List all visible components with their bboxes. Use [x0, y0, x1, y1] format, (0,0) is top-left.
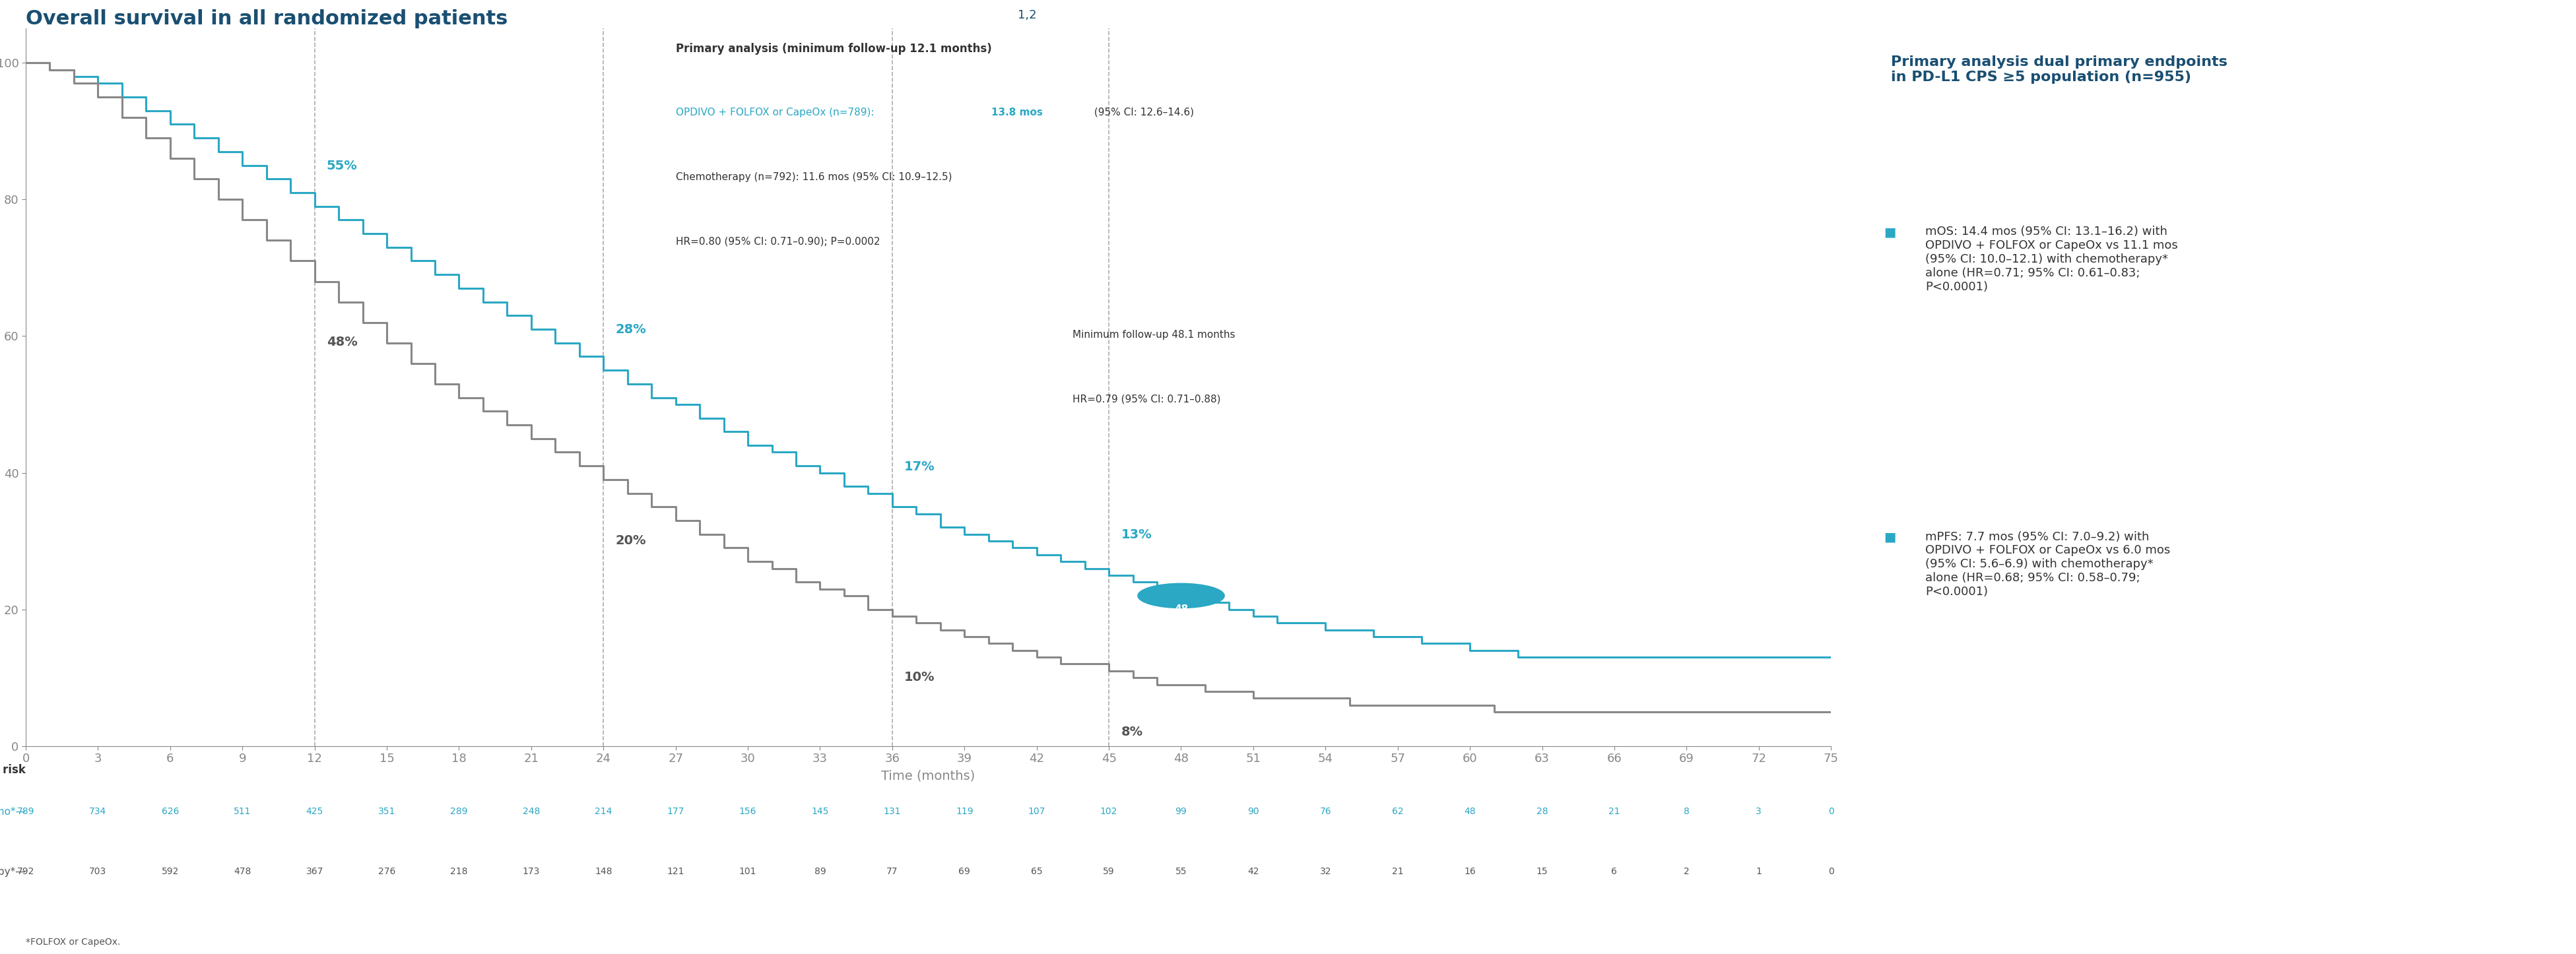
Text: Chemotherapy*—: Chemotherapy*—: [0, 866, 26, 877]
Text: 8%: 8%: [1121, 726, 1144, 738]
Text: 0: 0: [1829, 807, 1834, 817]
Text: 177: 177: [667, 807, 685, 817]
Text: 3: 3: [1757, 807, 1762, 817]
Text: 276: 276: [379, 867, 397, 876]
Text: 13%: 13%: [1121, 529, 1151, 541]
Text: 21: 21: [1607, 807, 1620, 817]
Text: 173: 173: [523, 867, 541, 876]
Text: 119: 119: [956, 807, 974, 817]
Text: 101: 101: [739, 867, 757, 876]
Text: 55: 55: [1175, 867, 1188, 876]
Text: 248: 248: [523, 807, 541, 817]
Text: 10%: 10%: [904, 671, 935, 683]
Text: 214: 214: [595, 807, 613, 817]
Text: Minimum follow-up 48.1 months: Minimum follow-up 48.1 months: [1072, 330, 1236, 340]
Text: 131: 131: [884, 807, 902, 817]
Text: HR=0.79 (95% CI: 0.71–0.88): HR=0.79 (95% CI: 0.71–0.88): [1072, 395, 1221, 404]
Text: 16: 16: [1463, 867, 1476, 876]
Text: 121: 121: [667, 867, 685, 876]
Text: 1: 1: [1757, 867, 1762, 876]
Text: 55%: 55%: [327, 159, 358, 172]
Text: 13.8 mos: 13.8 mos: [992, 108, 1043, 117]
Text: 76: 76: [1319, 807, 1332, 817]
Text: 59: 59: [1103, 867, 1115, 876]
Text: 42: 42: [1247, 867, 1260, 876]
Text: 592: 592: [162, 867, 178, 876]
Text: OPDIVO + chemo*—: OPDIVO + chemo*—: [0, 807, 26, 817]
Text: 734: 734: [90, 807, 106, 817]
Text: 2: 2: [1685, 867, 1690, 876]
Text: (95% CI: 12.6–14.6): (95% CI: 12.6–14.6): [1090, 108, 1193, 117]
Text: 8: 8: [1685, 807, 1690, 817]
Text: mPFS: 7.7 mos (95% CI: 7.0–9.2) with
OPDIVO + FOLFOX or CapeOx vs 6.0 mos
(95% C: mPFS: 7.7 mos (95% CI: 7.0–9.2) with OPD…: [1924, 530, 2172, 597]
Text: 0: 0: [1829, 867, 1834, 876]
Text: 15: 15: [1535, 867, 1548, 876]
Text: Overall survival in all randomized patients: Overall survival in all randomized patie…: [26, 10, 507, 29]
Text: 65: 65: [1030, 867, 1043, 876]
Text: Primary analysis (minimum follow-up 12.1 months): Primary analysis (minimum follow-up 12.1…: [675, 43, 992, 54]
Text: 1,2: 1,2: [1018, 10, 1036, 21]
Text: 62: 62: [1391, 807, 1404, 817]
X-axis label: Time (months): Time (months): [881, 769, 976, 782]
Text: 107: 107: [1028, 807, 1046, 817]
Text: 425: 425: [307, 807, 322, 817]
Text: 28%: 28%: [616, 323, 647, 336]
Text: 145: 145: [811, 807, 829, 817]
Text: 289: 289: [451, 807, 469, 817]
Text: 626: 626: [162, 807, 178, 817]
Text: 511: 511: [234, 807, 250, 817]
Text: mOS: 14.4 mos (95% CI: 13.1–16.2) with
OPDIVO + FOLFOX or CapeOx vs 11.1 mos
(95: mOS: 14.4 mos (95% CI: 13.1–16.2) with O…: [1924, 226, 2177, 293]
Text: 77: 77: [886, 867, 899, 876]
Text: *FOLFOX or CapeOx.: *FOLFOX or CapeOx.: [26, 938, 121, 946]
Text: 48: 48: [1463, 807, 1476, 817]
Text: 102: 102: [1100, 807, 1118, 817]
Text: 17%: 17%: [904, 460, 935, 473]
Text: 703: 703: [90, 867, 106, 876]
Text: Number at risk: Number at risk: [0, 764, 26, 776]
Text: 789: 789: [18, 807, 33, 817]
Text: Chemotherapy (n=792): 11.6 mos (95% CI: 10.9–12.5): Chemotherapy (n=792): 11.6 mos (95% CI: …: [675, 172, 953, 182]
Text: HR=0.80 (95% CI: 0.71–0.90); P=0.0002: HR=0.80 (95% CI: 0.71–0.90); P=0.0002: [675, 237, 881, 246]
Text: 148: 148: [595, 867, 613, 876]
Text: 28: 28: [1535, 807, 1548, 817]
Text: 89: 89: [814, 867, 827, 876]
Text: 32: 32: [1319, 867, 1332, 876]
Text: 69: 69: [958, 867, 971, 876]
Text: 478: 478: [234, 867, 250, 876]
Text: 367: 367: [307, 867, 325, 876]
Text: 6: 6: [1613, 867, 1618, 876]
Text: 48: 48: [1175, 605, 1188, 614]
Text: 21: 21: [1391, 867, 1404, 876]
Text: 218: 218: [451, 867, 469, 876]
Text: 99: 99: [1175, 807, 1188, 817]
Text: 90: 90: [1247, 807, 1260, 817]
Text: Primary analysis dual primary endpoints
in PD-L1 CPS ≥5 population (n=955): Primary analysis dual primary endpoints …: [1891, 55, 2228, 84]
Text: ■: ■: [1883, 226, 1896, 238]
Text: OPDIVO + FOLFOX or CapeOx (n=789):: OPDIVO + FOLFOX or CapeOx (n=789):: [675, 108, 878, 117]
Text: 351: 351: [379, 807, 397, 817]
Text: 156: 156: [739, 807, 757, 817]
Text: ■: ■: [1883, 530, 1896, 544]
Text: 20%: 20%: [616, 534, 647, 547]
Text: 792: 792: [18, 867, 33, 876]
Circle shape: [1139, 584, 1224, 608]
Text: 48%: 48%: [327, 336, 358, 348]
